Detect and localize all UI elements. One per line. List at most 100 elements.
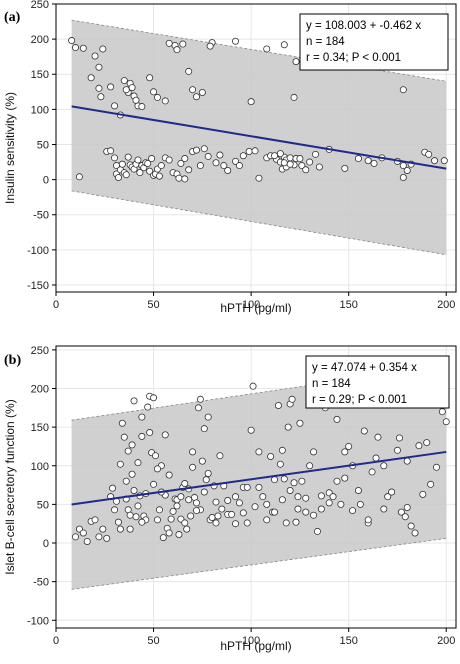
data-point [255,483,263,491]
stats-line: y = 47.074 + 0.354 x [312,362,417,374]
data-point [175,531,183,539]
data-point [173,46,181,54]
data-point [128,470,136,478]
data-point [403,503,411,511]
data-point [153,465,161,473]
data-point [204,152,212,160]
data-point [157,162,165,170]
data-point [290,93,298,101]
data-point [161,97,169,105]
data-point [288,395,296,403]
x-tick-label: 100 [242,635,260,647]
data-point [374,433,382,441]
data-point [75,173,83,181]
data-point [185,496,193,504]
y-tick-label: 100 [31,461,49,473]
data-point [212,159,220,167]
data-point [181,480,189,488]
data-point [138,518,146,526]
data-point [296,155,304,163]
panel-b: 0 50 100 150 200 -100 -50 0 50 100 150 200 250 hPTH (… [3,345,457,653]
data-point [216,452,224,460]
data-point [134,502,142,510]
data-point [79,44,87,52]
data-point [187,512,195,520]
data-point [116,460,124,468]
data-point [290,479,298,487]
data-point [364,157,372,165]
data-point [397,508,405,516]
data-point [194,404,202,412]
data-point [306,158,314,166]
data-point [438,408,446,416]
data-point [292,58,300,66]
data-point [177,159,185,167]
data-point [91,516,99,524]
y-tick-label: 200 [31,383,49,395]
x-tick-label: 150 [340,635,358,647]
data-point [192,499,200,507]
data-point [183,525,191,533]
data-point [232,520,240,528]
data-point [192,507,200,515]
data-point [384,493,392,501]
data-point [360,427,368,435]
y-tick-label: 50 [37,139,49,151]
data-point [271,152,279,160]
data-point [276,460,284,468]
data-point [284,423,292,431]
x-axis-title: hPTH (pg/ml) [220,301,291,315]
y-tick-label: 50 [37,499,49,511]
data-point [337,500,345,508]
data-point [245,148,253,156]
panel-label: (a) [4,10,21,25]
data-point [99,525,107,533]
data-point [280,41,288,49]
data-point [271,476,279,484]
y-tick-label: -50 [33,577,49,589]
x-tick-label: 100 [242,299,260,311]
panel-a: 0 50 100 150 200 -150 -100 -50 0 50 100 150 200 250 hP… [3,0,457,315]
data-point [122,477,130,485]
data-point [165,529,173,537]
band-lower-edge [71,190,447,256]
data-point [111,102,119,110]
data-point [333,415,341,423]
data-point [204,469,212,477]
data-point [310,448,318,456]
y-tick-label: 200 [31,34,49,46]
data-point [218,505,226,513]
data-point [124,447,132,455]
data-point [198,457,206,465]
data-point [399,86,407,94]
x-axis-title: hPTH (pg/ml) [220,639,291,653]
plot-frame [55,3,457,293]
data-point [107,83,115,91]
data-point [296,419,304,427]
data-point [130,397,138,405]
data-point [286,160,294,168]
data-point [169,507,177,515]
data-point [317,492,325,500]
data-point [395,434,403,442]
data-point [235,499,243,507]
data-point [192,146,200,154]
data-point [278,496,286,504]
data-point [243,483,251,491]
panel-label: (b) [4,353,21,368]
data-point [181,175,189,183]
data-point [189,463,197,471]
data-point [302,494,310,502]
data-point [202,476,210,484]
data-point [255,448,263,456]
data-point [294,505,302,513]
data-point [407,522,415,530]
regression-line [71,105,447,170]
data-point [292,518,300,526]
band-lower-edge [71,537,447,590]
data-point [364,516,372,524]
data-point [263,516,271,524]
data-point [403,457,411,465]
data-point [228,510,236,518]
data-point [442,418,450,426]
